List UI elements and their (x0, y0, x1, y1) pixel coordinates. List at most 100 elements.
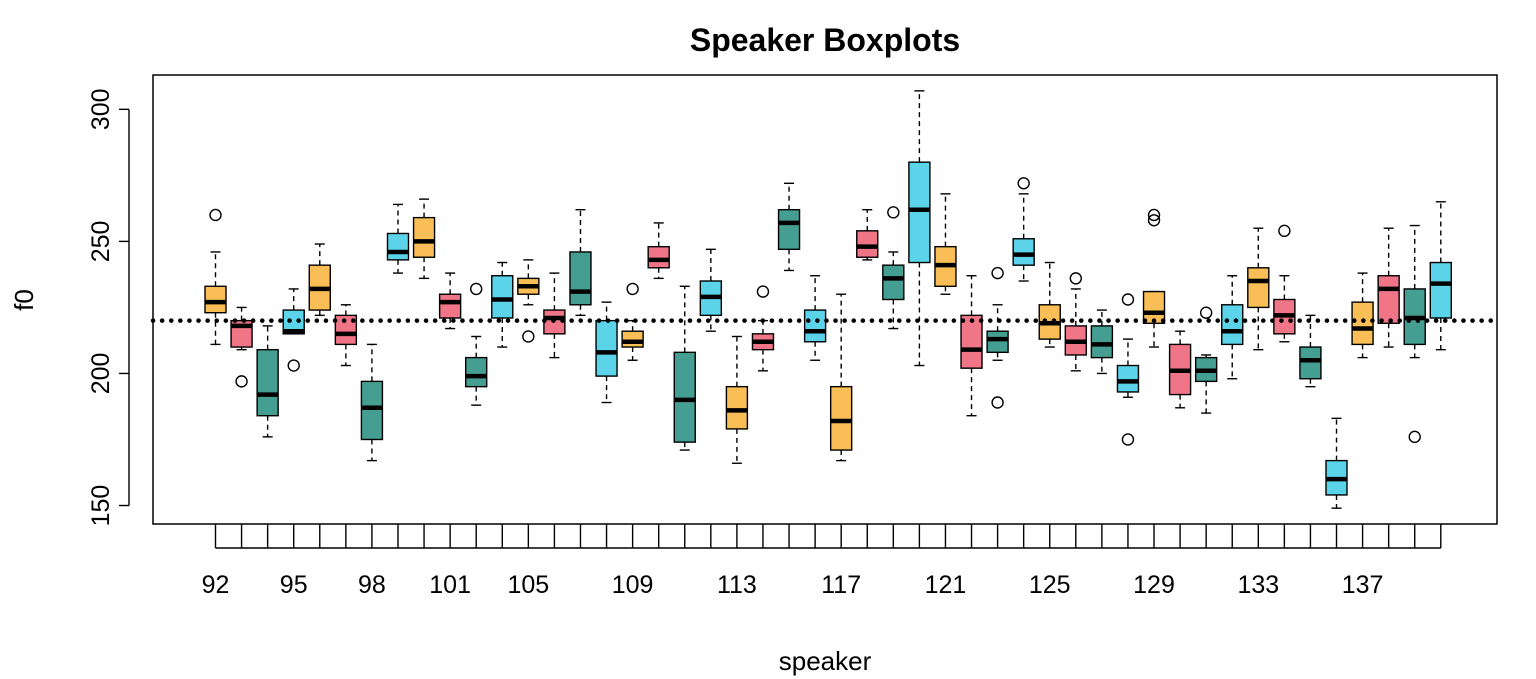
outlier-point (209, 208, 222, 222)
box-speaker-pos-30 (960, 275, 983, 417)
box-iqr (386, 232, 410, 261)
box-speaker-pos-7 (360, 343, 384, 462)
box-iqr (647, 245, 670, 269)
box-speaker-pos-17 (621, 282, 644, 361)
box-iqr (1116, 364, 1140, 393)
box-speaker-pos-22 (751, 285, 775, 372)
box-iqr (1221, 304, 1244, 346)
box-speaker-pos-41 (1247, 227, 1270, 351)
box-speaker-pos-39 (1194, 306, 1218, 414)
box-iqr (334, 314, 358, 346)
y-tick-label: 250 (87, 221, 115, 263)
outlier-point (887, 206, 900, 219)
x-tick-label: 109 (612, 571, 654, 599)
x-tick-label: 101 (429, 571, 471, 599)
x-axis-label: speaker (779, 646, 872, 676)
box-speaker-pos-8 (386, 203, 410, 274)
box-speaker-pos-13 (517, 259, 540, 343)
axes: 150 200 250 300 92 95 98 101 105 109 113 117 121 125 1… (87, 88, 1442, 599)
box-speaker-pos-34 (1064, 272, 1088, 372)
box-iqr (1247, 267, 1270, 309)
box-speaker-pos-32 (1012, 177, 1035, 282)
y-tick-label: 150 (87, 485, 115, 527)
box-speaker-pos-2 (230, 306, 253, 388)
outlier-point (1408, 430, 1421, 444)
outlier-point (1017, 177, 1030, 190)
box-speaker-pos-48 (1429, 201, 1452, 351)
box-iqr (256, 348, 279, 417)
box-iqr (465, 356, 488, 388)
box-iqr (595, 319, 618, 377)
box-speaker-pos-42 (1273, 224, 1296, 343)
plot-area (150, 90, 1500, 509)
outlier-point (991, 266, 1004, 280)
box-speaker-pos-15 (569, 208, 592, 317)
box-speaker-pos-40 (1221, 275, 1244, 380)
box-iqr (829, 385, 853, 451)
box-iqr (282, 309, 305, 335)
x-tick-label: 113 (717, 571, 757, 599)
box-speaker-pos-16 (595, 301, 618, 404)
outlier-point (1199, 306, 1213, 319)
box-speaker-pos-5 (308, 243, 331, 317)
box-iqr (1299, 346, 1322, 380)
x-tick-label: 98 (358, 571, 386, 599)
outlier-point (522, 330, 535, 343)
box-iqr (360, 380, 384, 441)
box-speaker-pos-20 (699, 248, 723, 332)
y-tick-label: 200 (87, 353, 115, 395)
box-speaker-pos-35 (1090, 309, 1114, 375)
y-axis-label: f0 (9, 289, 39, 311)
x-tick-label: 117 (821, 571, 861, 599)
x-tick-label: 121 (925, 571, 967, 599)
outlier-point (756, 285, 770, 298)
box-speaker-pos-38 (1168, 330, 1192, 409)
box-iqr (412, 216, 436, 258)
box-speaker-pos-46 (1377, 227, 1400, 348)
outlier-point (1278, 224, 1291, 238)
box-iqr (204, 285, 227, 314)
outlier-point (626, 282, 639, 296)
box-iqr (960, 314, 983, 369)
box-speaker-pos-26 (856, 208, 879, 261)
box-iqr (777, 208, 801, 251)
box-speaker-pos-43 (1299, 314, 1322, 388)
box-iqr (856, 230, 879, 258)
box-speaker-pos-21 (725, 335, 749, 464)
box-iqr (1429, 261, 1452, 319)
x-tick-label: 133 (1237, 571, 1279, 599)
box-iqr (1142, 290, 1166, 324)
x-tick-label: 125 (1029, 571, 1071, 599)
box-speaker-pos-1 (204, 208, 227, 346)
box-speaker-pos-36 (1116, 293, 1140, 446)
x-tick-label: 137 (1342, 571, 1384, 599)
box-iqr (621, 330, 644, 348)
box-iqr (803, 309, 827, 343)
box-speaker-pos-18 (647, 222, 670, 280)
box-iqr (1351, 301, 1374, 346)
y-tick-label: 300 (87, 88, 115, 130)
outlier-point (470, 282, 483, 296)
box-speaker-pos-33 (1038, 261, 1061, 348)
box-speaker-pos-29 (934, 193, 957, 295)
box-iqr (908, 161, 931, 264)
x-tick-label: 92 (202, 571, 230, 599)
outlier-point (287, 359, 300, 372)
x-tick-label: 95 (280, 571, 308, 599)
x-tick-label: 129 (1133, 571, 1175, 599)
box-speaker-pos-25 (829, 293, 853, 462)
box-speaker-pos-44 (1325, 417, 1348, 509)
box-speaker-pos-6 (334, 304, 358, 367)
outlier-point (1069, 272, 1083, 285)
box-speaker-pos-10 (438, 272, 462, 330)
outlier-point (1121, 433, 1135, 446)
outlier-point (1121, 293, 1135, 306)
box-speaker-pos-28 (908, 90, 931, 367)
box-iqr (882, 264, 905, 301)
box-speaker-pos-37 (1142, 208, 1166, 348)
box-speaker-pos-45 (1351, 272, 1374, 359)
outlier-point (1147, 214, 1161, 227)
box-iqr (438, 293, 462, 319)
box-iqr (1012, 238, 1035, 266)
